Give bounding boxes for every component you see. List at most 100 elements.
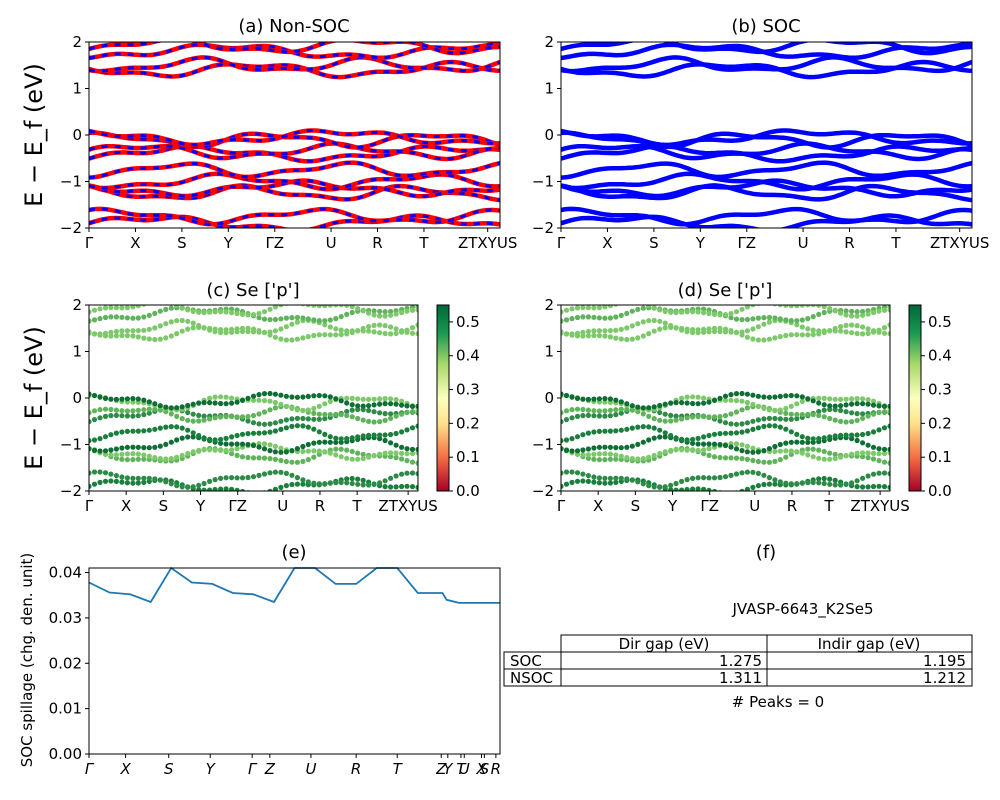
- band-point: [690, 414, 696, 420]
- band-point: [657, 318, 663, 324]
- band-point: [327, 394, 333, 400]
- band-point: [141, 479, 147, 485]
- band-point: [91, 331, 98, 337]
- band-point: [706, 441, 712, 447]
- x-tick-label: ΓZ: [737, 234, 756, 252]
- band-point: [409, 446, 416, 452]
- band-point: [289, 481, 295, 488]
- band-point: [750, 336, 756, 342]
- band-point: [245, 418, 251, 424]
- band-point: [679, 478, 685, 484]
- y-tick-label: 2: [544, 296, 554, 314]
- band-point: [794, 449, 800, 455]
- band-point: [218, 400, 224, 407]
- band-point: [854, 450, 860, 456]
- band-point: [662, 449, 668, 455]
- band-point: [821, 305, 827, 310]
- band-point: [168, 411, 174, 417]
- band-point: [701, 434, 707, 440]
- band-point: [849, 308, 855, 314]
- band-point: [810, 305, 816, 308]
- band-point: [607, 480, 614, 486]
- band-point: [563, 392, 570, 399]
- band-point: [585, 396, 592, 402]
- band-point: [148, 305, 151, 306]
- band-point: [239, 414, 246, 420]
- band-point: [267, 390, 273, 397]
- band-point: [629, 336, 635, 342]
- band-point: [278, 457, 284, 464]
- band-point: [174, 318, 180, 324]
- band-point: [300, 415, 306, 422]
- band-point: [624, 406, 630, 412]
- band-point: [382, 432, 388, 438]
- band-point: [311, 448, 317, 454]
- band-point: [327, 480, 333, 486]
- band-point: [185, 427, 191, 433]
- band-point: [887, 460, 890, 466]
- band-point: [832, 328, 838, 334]
- band-point: [679, 309, 685, 315]
- band-point: [827, 476, 833, 482]
- band-point: [701, 451, 707, 457]
- band-line: [561, 171, 972, 192]
- band-point: [580, 452, 586, 458]
- band-point: [761, 423, 767, 429]
- band-point: [761, 315, 767, 321]
- band-point: [706, 432, 712, 439]
- band-point: [810, 314, 816, 320]
- band-point: [267, 488, 273, 491]
- band-point: [333, 411, 339, 417]
- band-point: [827, 456, 833, 462]
- band-point: [684, 400, 690, 406]
- band-point: [404, 308, 410, 314]
- band-point: [865, 326, 871, 332]
- band-point: [783, 416, 789, 422]
- band-point: [591, 408, 597, 414]
- band-point: [305, 316, 311, 322]
- band-point: [91, 307, 98, 313]
- band-point: [722, 397, 729, 403]
- x-tick-label: Z: [435, 760, 447, 778]
- band-point: [289, 405, 295, 411]
- band-point: [338, 305, 344, 308]
- band-point: [613, 452, 619, 458]
- band-point: [662, 430, 668, 436]
- band-point: [860, 331, 866, 337]
- band-point: [788, 448, 794, 454]
- band-point: [569, 436, 575, 442]
- band-point: [569, 331, 575, 337]
- band-point: [717, 329, 723, 335]
- band-point: [119, 408, 125, 414]
- band-point: [701, 441, 707, 447]
- band-point: [349, 475, 355, 482]
- band-point: [415, 322, 418, 328]
- band-point: [574, 434, 581, 440]
- band-point: [561, 446, 564, 452]
- x-tick-label: Γ: [85, 497, 94, 515]
- y-tick-label: 2: [544, 33, 554, 51]
- band-point: [870, 471, 877, 477]
- band-point: [711, 441, 718, 447]
- x-tick-label: Γ: [85, 234, 94, 252]
- band-point: [158, 299, 163, 304]
- band-point: [821, 456, 827, 462]
- band-point: [108, 333, 114, 339]
- band-point: [278, 484, 284, 490]
- band-point: [821, 309, 827, 316]
- band-point: [838, 432, 844, 438]
- band-point: [108, 452, 114, 458]
- band-point: [777, 479, 783, 485]
- band-point: [646, 437, 652, 443]
- band-point: [130, 444, 136, 450]
- band-point: [860, 308, 866, 315]
- band-point: [207, 309, 213, 315]
- band-point: [300, 335, 306, 341]
- table-row-soc-indir: 1.195: [923, 652, 966, 670]
- band-point: [750, 326, 756, 332]
- band-point: [157, 336, 163, 342]
- band-point: [146, 406, 152, 412]
- band-point: [360, 308, 366, 314]
- band-point: [256, 491, 261, 496]
- band-point: [91, 408, 98, 414]
